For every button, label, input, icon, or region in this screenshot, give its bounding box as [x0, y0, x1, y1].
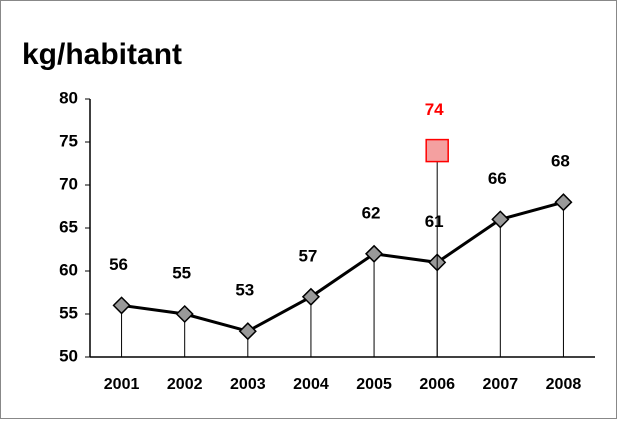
- marker: [365, 244, 384, 263]
- chart-title: kg/habitant: [22, 38, 182, 71]
- data-label: 74: [425, 100, 444, 119]
- marker: [425, 138, 449, 163]
- marker: [554, 193, 573, 212]
- data-label: 68: [551, 152, 570, 171]
- marker: [491, 210, 510, 229]
- data-label: 53: [235, 281, 254, 300]
- data-label: 56: [109, 255, 128, 274]
- marker: [238, 322, 257, 341]
- x-tick-label: 2006: [419, 376, 455, 393]
- x-tick-label: 2008: [546, 376, 582, 393]
- y-tick-label: 70: [59, 174, 78, 193]
- marker: [301, 287, 320, 306]
- data-label: 66: [488, 169, 507, 188]
- marker: [175, 304, 194, 324]
- x-tick-label: 2005: [356, 376, 392, 393]
- x-tick-label: 2004: [293, 376, 329, 393]
- y-tick-label: 75: [59, 131, 78, 150]
- x-tick-label: 2003: [230, 376, 266, 393]
- data-label: 55: [172, 263, 191, 282]
- data-label: 57: [298, 246, 317, 265]
- series-line: [121, 200, 564, 333]
- x-tick-label: 2007: [483, 376, 519, 393]
- x-tick-label: 2001: [104, 376, 140, 393]
- y-tick-label: 60: [59, 260, 78, 279]
- y-tick-label: 50: [59, 346, 78, 365]
- data-label: 61: [425, 212, 444, 231]
- x-tick-label: 2002: [167, 376, 203, 393]
- y-tick-label: 65: [59, 217, 78, 236]
- y-tick-label: 80: [59, 88, 78, 107]
- marker: [112, 296, 131, 315]
- data-label: 62: [362, 203, 381, 222]
- y-tick-label: 55: [59, 303, 78, 322]
